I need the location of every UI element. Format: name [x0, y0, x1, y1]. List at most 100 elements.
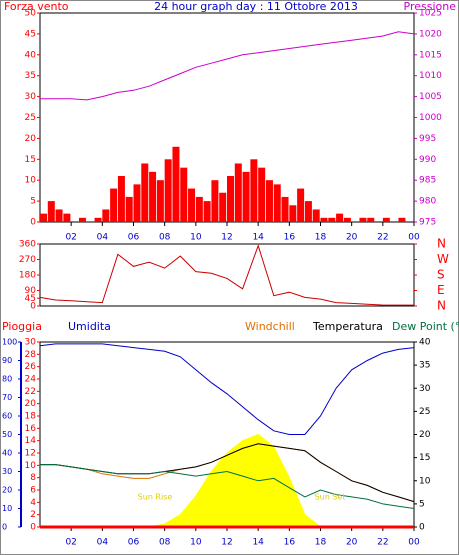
- y2-tick-label: 1015: [419, 50, 442, 60]
- wind-bar: [273, 184, 281, 222]
- y-tick-label: 50: [25, 9, 37, 19]
- y2-tick-label: 30: [419, 384, 431, 394]
- y-tick-label: 15: [25, 155, 36, 165]
- y2-tick-label: 35: [419, 361, 430, 371]
- wind-bar: [117, 176, 125, 222]
- legend-entry: Umidita: [68, 320, 111, 333]
- x-tick-label: 02: [65, 538, 76, 548]
- y-tick-label: 8: [30, 473, 36, 483]
- y-tick-label: 90: [25, 286, 37, 296]
- wind-bar: [297, 188, 305, 222]
- wind-bar: [227, 176, 234, 222]
- y2-tick-label: 0: [419, 523, 425, 533]
- y-tick-label: 28: [25, 350, 37, 360]
- y-tick-label: 180: [19, 271, 36, 281]
- wind-bar: [211, 180, 219, 222]
- y-tick-label: 18: [25, 412, 37, 422]
- wind-bar: [359, 217, 367, 222]
- y-tick-label: 2: [30, 510, 36, 520]
- x-tick-label: 04: [97, 233, 109, 243]
- annotation: Sun Set: [315, 493, 346, 502]
- y-tick-label: 26: [25, 362, 37, 372]
- x-tick-label: 10: [190, 233, 202, 243]
- wind-bar: [156, 180, 164, 222]
- wind-bar: [125, 196, 133, 222]
- y2-tick-label: S: [437, 268, 445, 282]
- y2-tick-label: 980: [419, 197, 436, 207]
- y3-tick-label: 20: [2, 486, 12, 495]
- y-tick-label: 10: [25, 176, 37, 186]
- y2-tick-label: 990: [419, 155, 436, 165]
- y-tick-label: 0: [30, 302, 36, 312]
- wind-bar: [180, 167, 188, 222]
- wind-bar: [164, 159, 172, 222]
- y-tick-label: 10: [25, 461, 37, 471]
- y-tick-label: 40: [25, 50, 37, 60]
- wind-bar: [328, 217, 336, 222]
- wind-bar: [110, 188, 118, 222]
- y2-tick-label: 40: [419, 338, 431, 348]
- y2-tick-label: 995: [419, 134, 436, 144]
- wind-bar: [188, 188, 196, 222]
- y2-tick-label: E: [437, 283, 445, 297]
- x-tick-label: 06: [128, 538, 140, 548]
- x-tick-label: 20: [346, 538, 358, 548]
- y3-tick-label: 50: [2, 430, 12, 439]
- wind-bar: [265, 180, 273, 222]
- wind-bar: [289, 205, 297, 222]
- wind-bar: [133, 184, 141, 222]
- legend-entry: Windchill: [245, 320, 295, 333]
- y-tick-label: 5: [30, 197, 36, 207]
- x-tick-label: 14: [252, 233, 264, 243]
- y3-tick-label: 90: [2, 356, 12, 365]
- wind-bar: [242, 171, 250, 222]
- y-tick-label: 4: [30, 498, 36, 508]
- wind-bar: [398, 217, 406, 222]
- y-tick-label: 14: [25, 436, 37, 446]
- y-tick-label: 0: [30, 218, 36, 228]
- y2-tick-label: 975: [419, 218, 436, 228]
- y-tick-label: 22: [25, 387, 36, 397]
- x-tick-label: 04: [97, 538, 109, 548]
- x-tick-label: 12: [221, 233, 232, 243]
- pressure-label: Pressione: [404, 0, 457, 13]
- series-line: [40, 464, 415, 509]
- y-tick-label: 35: [25, 71, 36, 81]
- y3-tick-label: 10: [2, 504, 12, 513]
- y-tick-label: 0: [30, 523, 36, 533]
- wind-bar: [172, 146, 180, 222]
- wind-bar: [102, 209, 110, 222]
- y3-tick-label: 80: [2, 375, 12, 384]
- wind-bar: [250, 159, 258, 222]
- wind-bar: [55, 209, 63, 222]
- y3-tick-label: 60: [2, 412, 12, 421]
- x-tick-label: 00: [408, 233, 420, 243]
- x-tick-label: 06: [128, 233, 140, 243]
- legend-entry: Temperatura: [312, 320, 383, 333]
- series-line: [39, 343, 415, 435]
- wind-label: Forza vento: [4, 0, 69, 13]
- x-tick-label: 08: [159, 233, 171, 243]
- series-line: [39, 244, 414, 306]
- wind-bar: [258, 167, 266, 222]
- x-tick-label: 16: [284, 538, 296, 548]
- y2-tick-label: 10: [419, 476, 431, 486]
- wind-bar: [343, 217, 351, 222]
- y2-tick-label: 5: [419, 499, 425, 509]
- wind-bar: [281, 196, 289, 222]
- y2-tick-label: 20: [419, 430, 431, 440]
- wind-bar: [94, 217, 102, 222]
- x-tick-label: 08: [159, 538, 171, 548]
- y-tick-label: 12: [25, 449, 36, 459]
- y-tick-label: 45: [25, 29, 36, 39]
- wind-bar: [304, 201, 312, 222]
- y3-tick-label: 30: [2, 467, 12, 476]
- y2-tick-label: N: [437, 299, 446, 313]
- y-tick-label: 20: [25, 134, 37, 144]
- x-tick-label: 10: [190, 538, 202, 548]
- wind-bar: [149, 171, 157, 222]
- y-tick-label: 20: [25, 399, 37, 409]
- x-tick-label: 02: [65, 233, 76, 243]
- y2-tick-label: 1020: [419, 29, 442, 39]
